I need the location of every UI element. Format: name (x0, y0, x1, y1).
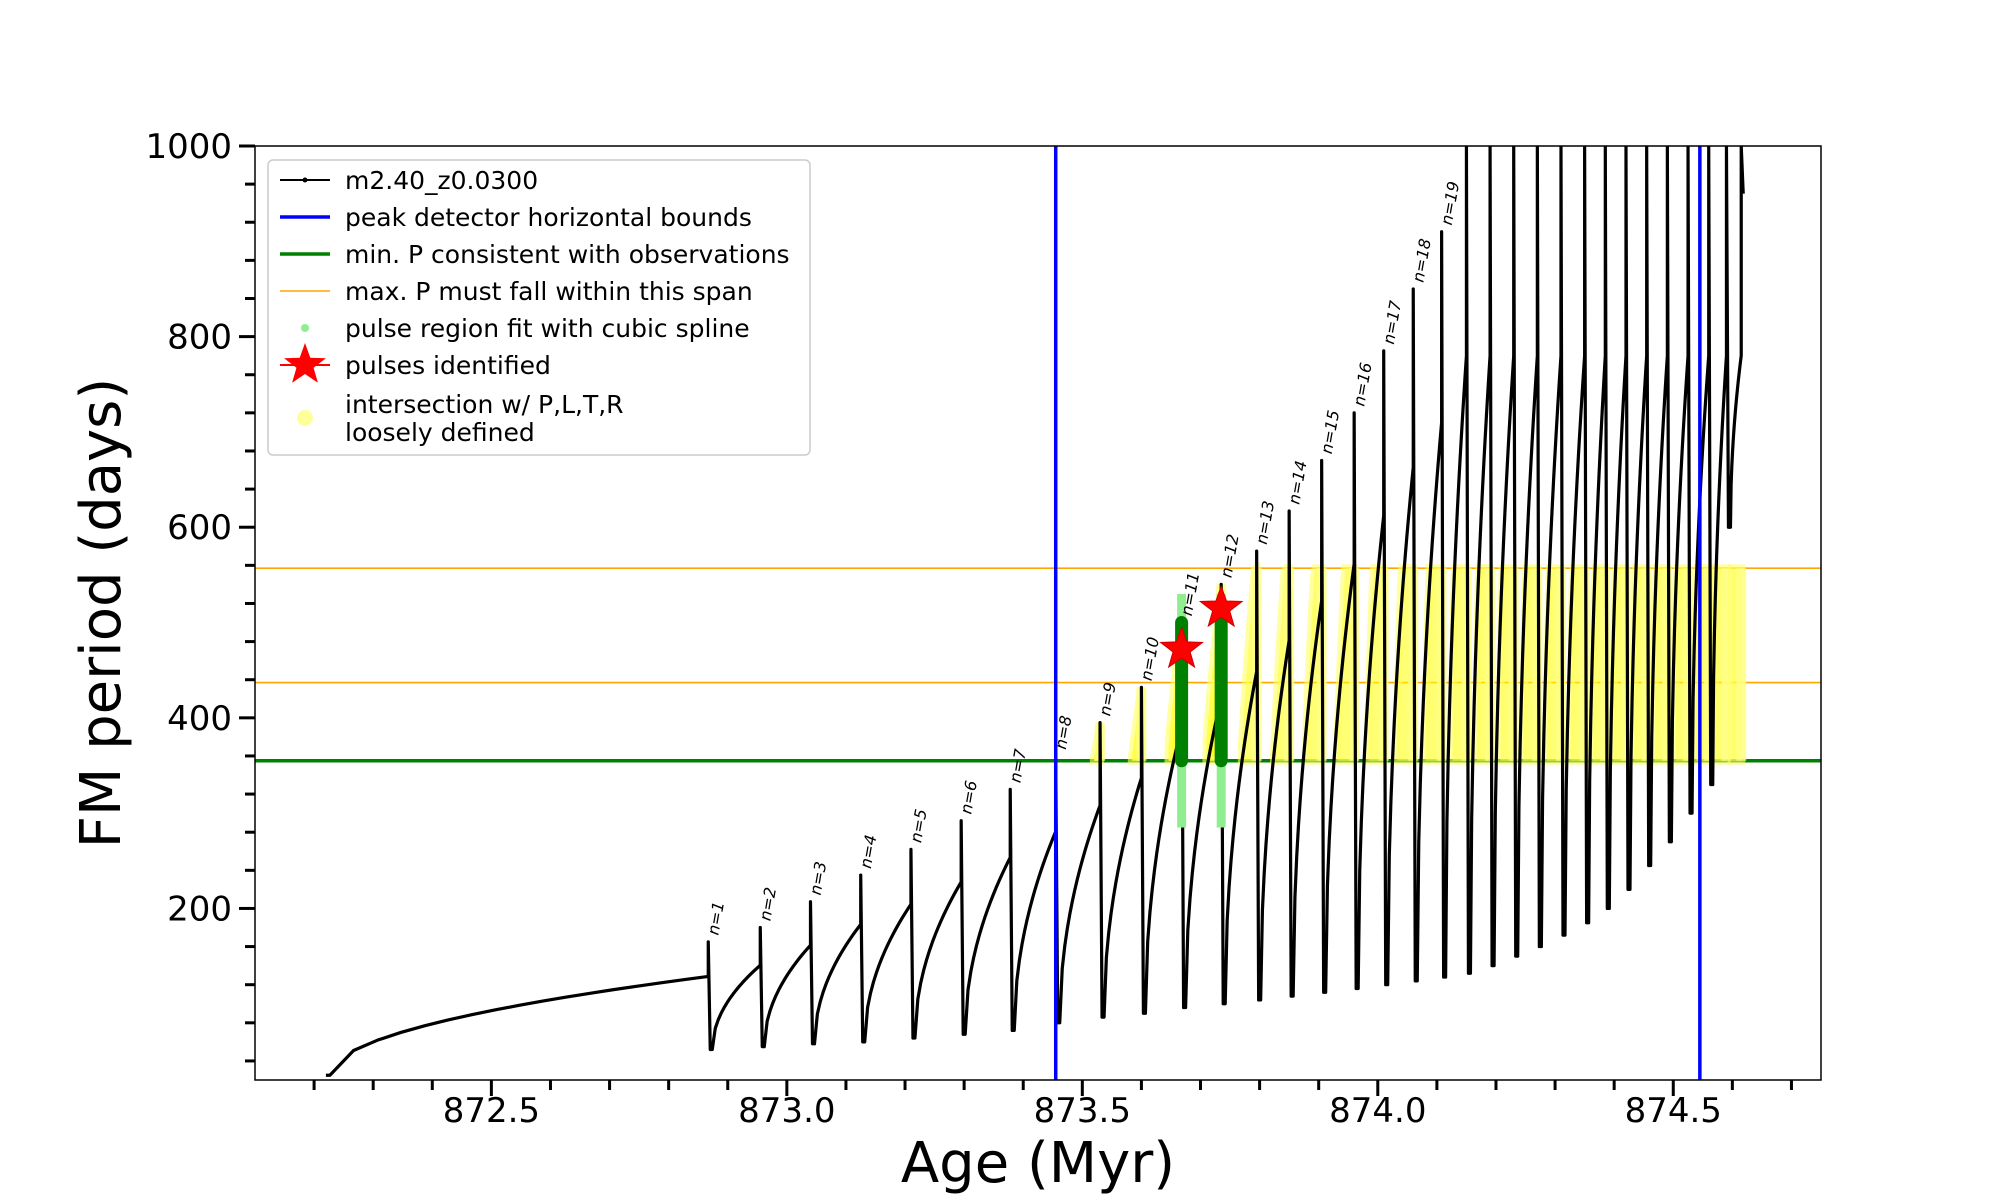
pulse-label-11: n=11 (1177, 571, 1203, 618)
pulse-label-14: n=14 (1284, 459, 1310, 506)
pulse-label-16: n=16 (1349, 361, 1375, 408)
legend-box (267, 159, 811, 456)
pulse-label-5: n=5 (906, 808, 931, 845)
legend-swatch-dot (301, 324, 309, 332)
pulse-label-18: n=18 (1408, 237, 1434, 284)
legend-label-7: intersection w/ P,L,T,R (345, 390, 624, 419)
pulse-star-1 (1159, 625, 1204, 669)
legend-swatch-marker (302, 177, 308, 183)
x-axis-label: Age (Myr) (901, 1131, 1175, 1196)
x-tick-label: 873.5 (1034, 1091, 1131, 1131)
x-tick-label: 872.5 (443, 1091, 540, 1131)
pulse-label-2: n=2 (755, 886, 780, 923)
pulse-label-19: n=19 (1437, 180, 1463, 227)
pulse-label-9: n=9 (1095, 681, 1120, 718)
model-track (325, 146, 1745, 1077)
pulse-label-12: n=12 (1216, 533, 1242, 580)
y-tick-label: 200 (167, 889, 232, 929)
legend-label-4: max. P must fall within this span (345, 277, 753, 306)
y-tick-label: 1000 (145, 127, 232, 167)
y-tick-label: 400 (167, 699, 232, 739)
pulse-label-13: n=13 (1252, 499, 1278, 546)
y-axis-label: FM period (days) (69, 378, 134, 848)
pulse-star-2 (1198, 584, 1244, 628)
pulse-label-17: n=17 (1379, 298, 1405, 345)
legend-label-1: m2.40_z0.0300 (345, 166, 538, 195)
pulse-labels: n=1 n=2n=3n=4n=5n=6n=7n=8n=9n=10n=11n=12n… (703, 180, 1463, 937)
x-tick-label: 873.0 (738, 1091, 835, 1131)
legend-swatch-big-dot (297, 410, 313, 426)
legend-label-6: pulses identified (345, 351, 551, 380)
pulse-label-6: n=6 (956, 779, 981, 816)
pulse-label-7: n=7 (1005, 747, 1030, 784)
pulse-label-10: n=10 (1137, 635, 1163, 682)
pulse-label-1: n=1 (703, 900, 728, 937)
pulse-label-15: n=15 (1317, 409, 1343, 456)
x-tick-label: 874.5 (1625, 1091, 1722, 1131)
legend-label-3: min. P consistent with observations (345, 240, 790, 269)
pulse-label-3: n=3 (806, 860, 831, 897)
legend-swatch-star (284, 343, 326, 383)
plot-frame (254, 145, 1822, 1081)
x-tick-label: 874.0 (1329, 1091, 1426, 1131)
legend-label-2: peak detector horizontal bounds (345, 203, 752, 232)
plot-area (255, 146, 1821, 1080)
legend-label-7: loosely defined (345, 418, 535, 447)
axes: 872.5 873.0 873.5 874.0 874.5 200 400 600 800 100… (145, 127, 1793, 1131)
legend-label-5: pulse region fit with cubic spline (345, 314, 750, 343)
y-tick-label: 600 (167, 508, 232, 548)
pulse-label-4: n=4 (856, 833, 881, 870)
y-tick-label: 800 (167, 318, 232, 358)
